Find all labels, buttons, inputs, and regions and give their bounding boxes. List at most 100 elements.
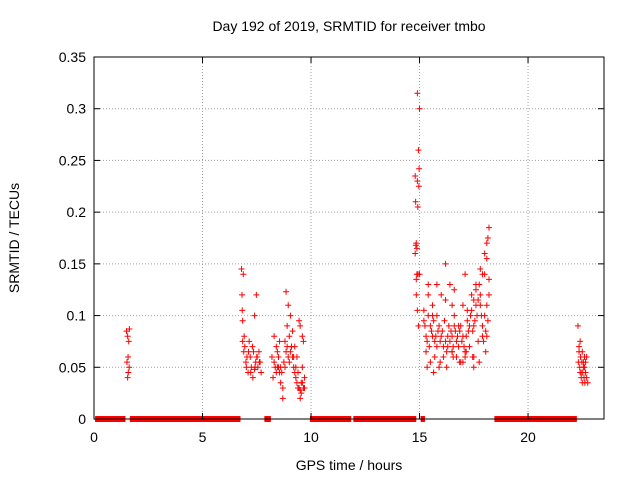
data-point — [298, 390, 305, 397]
data-point — [123, 359, 130, 366]
data-point — [436, 364, 443, 371]
data-point — [449, 302, 456, 309]
data-point — [286, 359, 293, 366]
data-point — [440, 353, 447, 360]
data-point — [258, 369, 265, 376]
data-point — [292, 374, 299, 381]
data-point — [577, 338, 584, 345]
data-point — [299, 364, 306, 371]
data-point — [285, 302, 292, 309]
data-point — [293, 353, 300, 360]
data-point — [412, 172, 419, 179]
data-point — [480, 338, 487, 345]
data-point — [446, 338, 453, 345]
y-tick-label: 0.05 — [59, 359, 86, 375]
data-point — [470, 297, 477, 304]
data-point — [484, 235, 491, 241]
data-point — [420, 307, 427, 314]
data-point — [431, 353, 438, 360]
data-point — [458, 338, 465, 345]
grid — [94, 57, 604, 419]
data-point — [583, 374, 590, 381]
data-point — [483, 240, 490, 247]
data-point — [445, 322, 452, 329]
data-point — [433, 281, 440, 288]
data-point — [442, 260, 449, 267]
data-point — [252, 364, 259, 371]
data-point — [284, 322, 291, 329]
data-point — [413, 291, 420, 298]
data-point — [455, 343, 462, 350]
data-point — [296, 317, 303, 324]
data-point — [412, 242, 419, 249]
data-point — [238, 266, 245, 273]
data-point — [477, 291, 484, 298]
y-axis-label: SRMTID / TECUs — [6, 183, 22, 293]
data-point — [582, 359, 589, 366]
data-point — [459, 302, 466, 309]
data-point — [268, 353, 275, 360]
data-point — [471, 317, 478, 324]
data-point — [449, 333, 456, 340]
data-point — [479, 271, 486, 278]
data-point — [431, 338, 438, 345]
data-point — [415, 271, 422, 278]
data-point — [421, 322, 428, 329]
data-point — [126, 364, 133, 371]
data-point — [576, 343, 583, 350]
data-point — [433, 343, 440, 350]
data-point — [439, 328, 446, 335]
data-point — [467, 312, 474, 319]
data-point — [239, 291, 246, 298]
data-point — [461, 343, 468, 350]
data-point — [429, 312, 436, 319]
data-point — [469, 353, 476, 360]
data-point — [242, 359, 249, 366]
data-point — [484, 317, 491, 324]
data-point — [281, 364, 288, 371]
data-point — [126, 326, 133, 333]
data-point — [576, 348, 583, 355]
data-point — [463, 333, 470, 340]
data-point — [483, 302, 490, 309]
data-point — [470, 364, 477, 371]
data-point — [463, 348, 470, 355]
data-point — [443, 348, 450, 355]
data-point — [432, 333, 439, 340]
data-point — [420, 317, 427, 324]
data-point — [466, 343, 473, 350]
data-point — [124, 333, 131, 340]
data-point — [427, 359, 434, 366]
data-point — [424, 338, 431, 345]
data-point — [240, 271, 247, 278]
data-point — [464, 307, 471, 314]
data-point — [413, 245, 420, 252]
data-point — [430, 317, 437, 324]
data-point — [443, 364, 450, 371]
data-point — [255, 348, 262, 355]
data-point — [446, 281, 453, 288]
data-point — [245, 348, 252, 355]
y-tick-label: 0.2 — [67, 204, 87, 220]
data-point — [251, 312, 258, 319]
data-point — [413, 276, 420, 283]
data-point — [453, 338, 460, 345]
y-tick-label: 0 — [78, 411, 86, 427]
data-point — [247, 369, 254, 376]
data-point — [239, 307, 246, 314]
x-tick-label: 15 — [412, 429, 428, 445]
data-point — [423, 348, 430, 355]
data-point — [449, 348, 456, 355]
data-point — [415, 147, 422, 154]
data-point — [454, 333, 461, 340]
y-axis-ticks: 0 0.05 0.1 0.15 0.2 0.25 0.3 0.35 — [59, 49, 604, 427]
data-point — [442, 297, 449, 304]
data-point — [456, 328, 463, 335]
y-tick-label: 0.1 — [67, 308, 87, 324]
plot-border — [93, 56, 605, 420]
data-point — [298, 379, 305, 386]
data-point — [297, 322, 304, 329]
x-axis-ticks: 0 5 10 15 20 — [90, 57, 536, 445]
